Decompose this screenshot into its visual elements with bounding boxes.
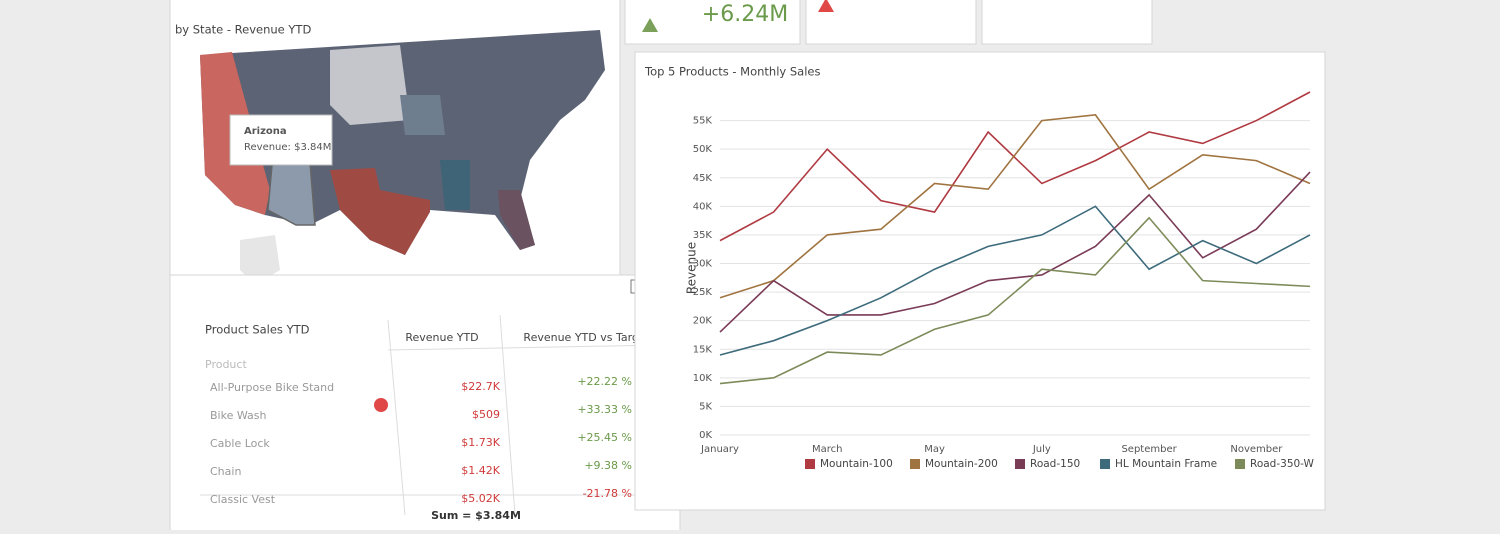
product-name: All-Purpose Bike Stand — [210, 381, 334, 394]
kpi-value: +6.24M — [702, 2, 788, 27]
map-states — [440, 160, 470, 210]
x-tick-label: September — [1121, 444, 1177, 455]
product-name: Bike Wash — [210, 409, 266, 422]
product-name: Chain — [210, 465, 241, 478]
legend-swatch — [1100, 459, 1110, 469]
legend-swatch — [805, 459, 815, 469]
legend-label: Road-150 — [1030, 458, 1080, 470]
revenue-cell: $1.73K — [461, 436, 500, 449]
kpi-card — [981, 0, 1153, 45]
y-axis-label: Revenue — [685, 242, 699, 294]
tooltip-text: Revenue: $3.84M — [244, 142, 331, 153]
series-line — [719, 205, 1311, 356]
table-total: Sum = $3.84M — [431, 509, 521, 522]
y-tick-label: 0K — [699, 430, 712, 441]
column-header: Revenue YTD — [405, 331, 478, 344]
us-map — [200, 30, 605, 285]
map-alaska — [240, 235, 280, 285]
y-tick-label: 15K — [693, 344, 713, 355]
map-states — [400, 95, 445, 135]
legend-label: HL Mountain Frame — [1115, 458, 1217, 470]
header-divider — [387, 344, 666, 351]
revenue-cell: $22.7K — [461, 380, 500, 393]
revenue-cell: $5.02K — [461, 492, 500, 505]
x-tick-label: May — [924, 444, 945, 455]
y-tick-label: 35K — [693, 230, 713, 241]
revenue-cell: $1.42K — [461, 464, 500, 477]
y-tick-label: 20K — [693, 316, 713, 327]
legend-swatch — [1235, 459, 1245, 469]
target-cell: +25.45 % — [577, 431, 632, 444]
map-states — [330, 45, 410, 125]
x-tick-label: November — [1230, 444, 1283, 455]
x-tick-label: March — [812, 444, 842, 455]
kpi-card — [624, 0, 801, 45]
y-tick-label: 10K — [693, 373, 713, 384]
table-panel — [169, 274, 681, 534]
legend-label: Mountain-100 — [820, 458, 893, 470]
table-body: Product Revenue YTD Revenue YTD vs Target A… — [205, 331, 664, 506]
product-name: Classic Vest — [210, 493, 276, 506]
legend-swatch — [1015, 459, 1025, 469]
column-divider — [387, 319, 406, 516]
series-line — [719, 171, 1311, 333]
series-line — [719, 216, 1311, 385]
map-title: by State - Revenue YTD — [175, 23, 311, 37]
y-tick-label: 40K — [693, 201, 713, 212]
kpi-down-arrow — [818, 0, 834, 12]
kpi-card — [805, 0, 977, 45]
legend-label: Mountain-200 — [925, 458, 998, 470]
y-tick-label: 5K — [699, 401, 712, 412]
map-states — [330, 168, 430, 255]
revenue-cell: $509 — [472, 408, 500, 421]
map-tooltip — [229, 114, 333, 166]
y-tick-label: 55K — [693, 116, 713, 127]
legend-label: Road-350-W — [1250, 458, 1315, 470]
y-tick-label: 45K — [693, 173, 713, 184]
kpi-up-arrow — [642, 18, 658, 32]
target-cell: +33.33 % — [577, 403, 632, 416]
line-chart: 0K 5K 10K 15K 20K 25K 30K 35K 40K 45K 50K 55K Januar… — [693, 91, 1315, 470]
table-title: Product Sales YTD — [205, 323, 310, 337]
chart-title: Top 5 Products - Monthly Sales — [644, 65, 820, 79]
row-indicator — [374, 398, 388, 412]
column-header: Revenue YTD vs Target — [523, 331, 650, 344]
map-states — [498, 190, 535, 250]
tooltip-state: Arizona — [244, 126, 287, 137]
series-line — [719, 91, 1311, 242]
target-cell: -21.78 % — [583, 487, 632, 500]
y-tick-label: 25K — [693, 287, 713, 298]
legend-swatch — [910, 459, 920, 469]
column-header: Product — [205, 358, 247, 371]
target-cell: +22.22 % — [577, 375, 632, 388]
y-tick-label: 30K — [693, 259, 713, 270]
y-tick-label: 50K — [693, 144, 713, 155]
x-tick-label: July — [1032, 444, 1051, 455]
x-tick-label: January — [700, 444, 739, 455]
target-cell: +9.38 % — [584, 459, 632, 472]
series-line — [719, 114, 1311, 299]
product-name: Cable Lock — [210, 437, 270, 450]
